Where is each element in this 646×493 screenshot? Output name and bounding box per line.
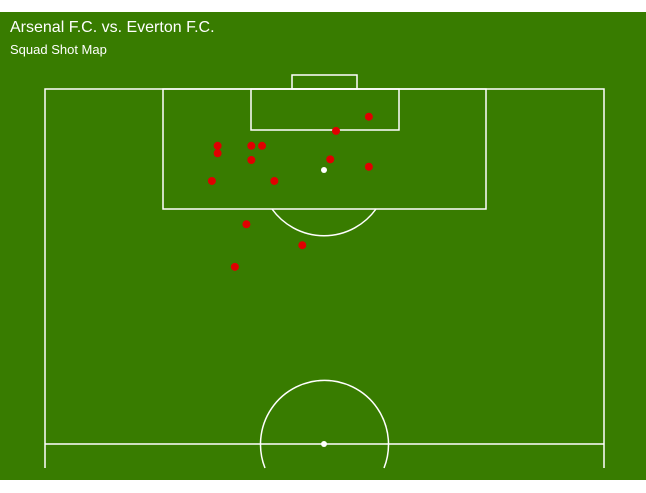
shot [230, 262, 239, 271]
penalty-arc [271, 208, 377, 237]
center-circle [259, 379, 390, 469]
shot [247, 141, 256, 150]
shot [258, 141, 267, 150]
shot [207, 176, 216, 185]
shot [270, 176, 279, 185]
center-spot [321, 441, 327, 447]
shot [213, 141, 222, 150]
pitch-background [0, 12, 646, 480]
chart-title: Arsenal F.C. vs. Everton F.C. [10, 19, 215, 36]
shot [213, 149, 222, 158]
shot [298, 241, 307, 250]
shot [332, 126, 341, 135]
shot [364, 112, 373, 121]
shot [326, 155, 335, 164]
shot [364, 162, 373, 171]
penalty-spot [321, 167, 327, 173]
shot [242, 220, 251, 229]
goal [291, 74, 358, 90]
chart-subtitle: Squad Shot Map [10, 42, 107, 57]
pitch-lines [44, 74, 605, 469]
shot [247, 156, 256, 164]
